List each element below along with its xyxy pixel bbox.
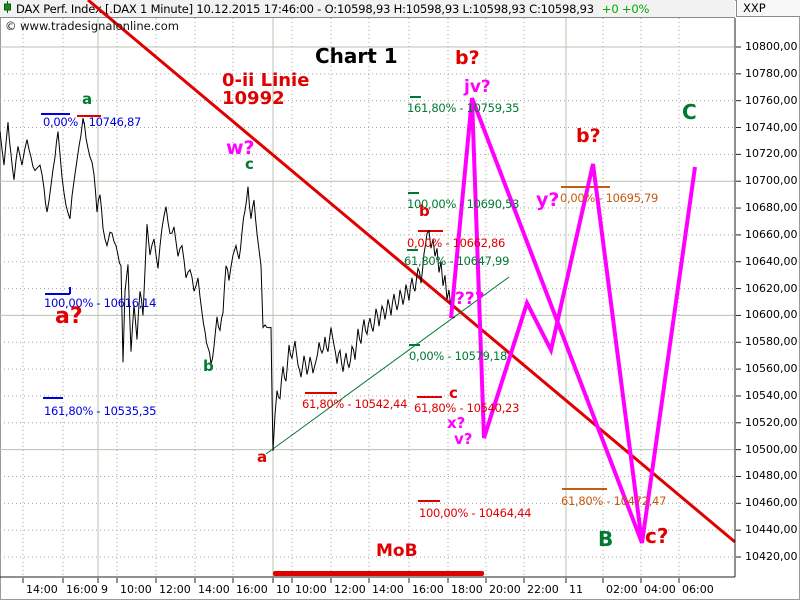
- y-axis-label: 10440,00: [745, 523, 798, 537]
- fib-retracement-label: 61,80% - 10540,23: [414, 401, 520, 415]
- x-axis-label: 04:00: [644, 583, 676, 596]
- y-axis-label: 10500,00: [745, 442, 798, 456]
- wave-label: v?: [454, 430, 473, 448]
- y-axis-label: 10640,00: [745, 254, 798, 268]
- x-axis-date-label: 9: [101, 583, 108, 596]
- y-axis-label: 10460,00: [745, 496, 798, 510]
- wave-label: c?: [645, 524, 669, 548]
- fib-retracement-label: 61,80% - 10647,99: [404, 254, 510, 268]
- wave-label: b: [419, 202, 430, 220]
- wave-label: a: [82, 90, 93, 108]
- y-axis-label: 10720,00: [745, 147, 798, 161]
- price-series: [0, 118, 456, 452]
- fib-retracement-label: 161,80% - 10535,35: [44, 404, 157, 418]
- y-axis-label: 10600,00: [745, 308, 798, 322]
- wave-label: C: [682, 100, 697, 124]
- y-axis-label: 10740,00: [745, 120, 798, 134]
- green-uptrend-line: [265, 276, 510, 455]
- wave-label: y?: [536, 189, 560, 211]
- x-axis-label: 16:00: [66, 583, 98, 596]
- y-axis-label: 10480,00: [745, 469, 798, 483]
- wave-label: x?: [447, 414, 466, 432]
- fib-retracement-label: 0,00% - 10579,18: [409, 349, 508, 363]
- wave-label: a: [257, 448, 268, 466]
- y-axis-label: 10700,00: [745, 174, 798, 188]
- x-axis-label: 10:00: [120, 583, 152, 596]
- wave-label: B: [598, 527, 614, 551]
- y-axis-label: 10620,00: [745, 281, 798, 295]
- x-axis-label: 02:00: [606, 583, 638, 596]
- wave-label: ???: [455, 289, 485, 309]
- change-badge: +0 +0%: [601, 1, 650, 16]
- watermark: © www.tradesignalonline.com: [5, 19, 179, 33]
- y-axis-label: 10800,00: [745, 40, 798, 53]
- fib-retracement-label: 0,00% - 10662,86: [407, 236, 506, 250]
- y-axis-label: 10420,00: [745, 550, 798, 563]
- fib-retracement-label: 161,80% - 10759,35: [407, 101, 520, 115]
- wave-label: w?: [226, 137, 255, 159]
- x-axis-label: 18:00: [451, 583, 483, 596]
- y-axis-label: 10660,00: [745, 227, 798, 241]
- x-axis-label: 20:00: [489, 583, 521, 596]
- y-axis-label: 10780,00: [745, 66, 798, 80]
- chart-icon: [3, 1, 12, 16]
- wave-label: 0-ii Linie 10992: [222, 70, 310, 109]
- x-axis-label: 22:00: [527, 583, 559, 596]
- elliott-wave-projection: [449, 97, 697, 544]
- fib-retracement-label: 100,00% - 10464,44: [419, 506, 532, 520]
- x-axis-label: 10:00: [295, 583, 327, 596]
- x-axis-label: 14:00: [372, 583, 404, 596]
- x-axis-label: 16:00: [412, 583, 444, 596]
- fib-retracement-label: 100,00% - 10690,53: [407, 197, 520, 211]
- fib-retracement-label: 61,80% - 10472,47: [561, 494, 667, 508]
- x-axis-label: 12:00: [159, 583, 191, 596]
- wave-label: a?: [55, 304, 83, 329]
- x-axis-date-label: 11: [569, 583, 583, 596]
- wave-label: b: [203, 357, 214, 375]
- fib-retracement-label: 100,00% - 10616,14: [44, 296, 157, 310]
- y-axis-label: 10680,00: [745, 201, 798, 215]
- x-axis-label: 12:00: [334, 583, 366, 596]
- titlebar: DAX Perf. Index [.DAX 1 Minute] 10.12.20…: [0, 0, 735, 18]
- wave-label: b?: [455, 47, 480, 69]
- mob-label: MoB: [376, 541, 418, 561]
- red-downtrend-line: [87, 0, 736, 544]
- y-axis-label: 10540,00: [745, 388, 798, 402]
- y-axis-label: 10580,00: [745, 335, 798, 349]
- chart-title: Chart 1: [315, 44, 398, 68]
- wave-label: c: [245, 155, 254, 173]
- symbol-tab-xxp[interactable]: XXP: [736, 0, 800, 17]
- wave-label: b?: [576, 125, 601, 147]
- wave-label: c: [449, 384, 458, 402]
- fib-retracement-label: 0,00% - 10746,87: [43, 115, 142, 129]
- y-axis-label: 10760,00: [745, 93, 798, 107]
- fib-retracement-label: 0,00% - 10695,79: [560, 191, 659, 205]
- x-axis-label: 14:00: [198, 583, 230, 596]
- x-axis-label: 16:00: [236, 583, 268, 596]
- x-axis-date-label: 10: [276, 583, 290, 596]
- fib-retracement-label: 61,80% - 10542,44: [302, 397, 408, 411]
- x-axis-label: 06:00: [682, 583, 714, 596]
- wave-label: jv?: [464, 77, 491, 97]
- y-axis-label: 10560,00: [745, 362, 798, 376]
- mob-support-bar: [273, 571, 484, 576]
- x-axis-label: 14:00: [26, 583, 58, 596]
- title-text: DAX Perf. Index [.DAX 1 Minute] 10.12.20…: [16, 1, 594, 16]
- y-axis-label: 10520,00: [745, 415, 798, 429]
